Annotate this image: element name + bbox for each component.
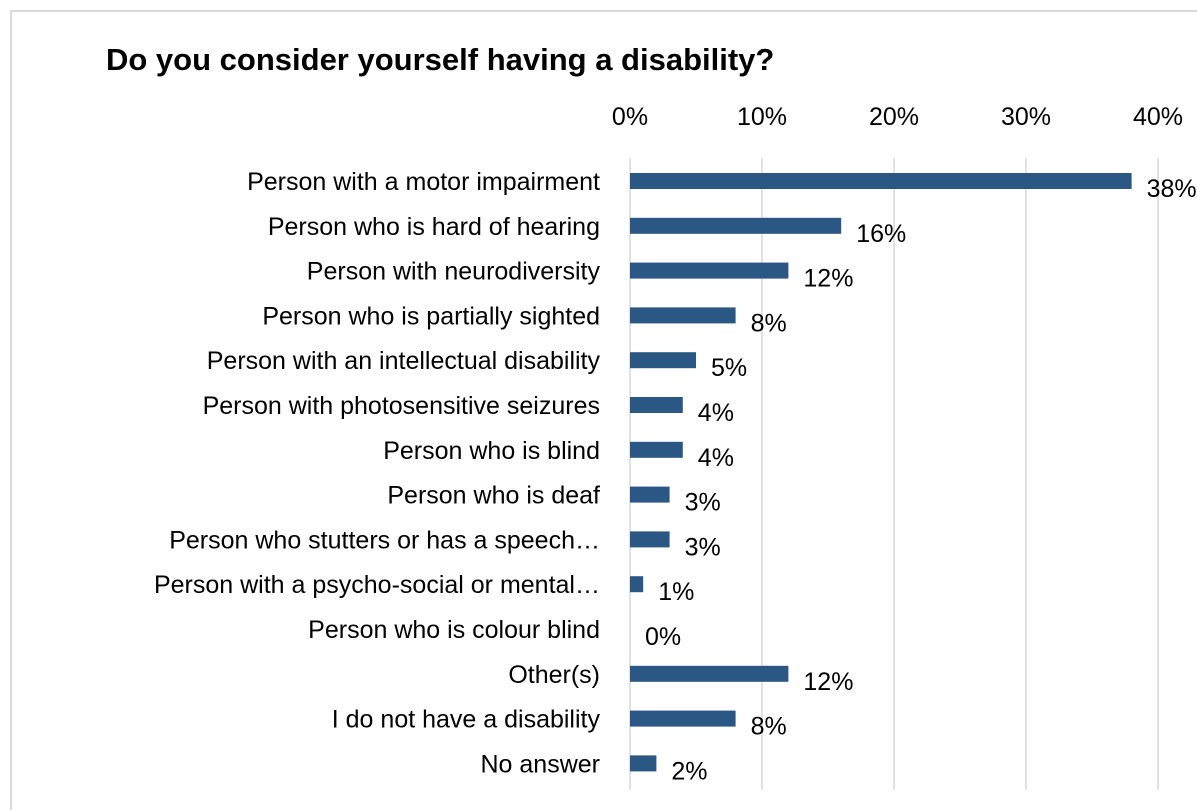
- x-tick-label: 40%: [1133, 103, 1183, 131]
- bar: [630, 486, 670, 503]
- x-tick-label: 0%: [612, 103, 648, 131]
- category-label: Person who is hard of hearing: [268, 213, 600, 241]
- category-label: I do not have a disability: [332, 706, 601, 734]
- category-label: Person with photosensitive seizures: [203, 392, 600, 420]
- data-label: 12%: [803, 668, 853, 696]
- category-label: Person who is blind: [383, 437, 600, 465]
- bar: [630, 173, 1132, 189]
- category-label: Person who is colour blind: [308, 616, 600, 644]
- bar: [630, 710, 736, 727]
- data-label: 3%: [685, 489, 721, 517]
- data-label: 5%: [711, 354, 747, 382]
- chart-frame: [10, 10, 1197, 810]
- data-label: 2%: [671, 757, 707, 785]
- bar: [630, 441, 683, 458]
- category-label: Person with an intellectual disability: [207, 347, 601, 375]
- data-label: 1%: [658, 578, 694, 606]
- bar: [630, 397, 683, 413]
- category-label: Person with neurodiversity: [307, 258, 601, 286]
- category-label: Person who is deaf: [387, 482, 600, 510]
- category-label: Person who stutters or has a speech…: [169, 526, 600, 554]
- data-label: 8%: [751, 309, 787, 337]
- x-tick-label: 10%: [737, 103, 787, 131]
- data-label: 3%: [685, 533, 721, 561]
- data-label: 0%: [645, 623, 681, 651]
- data-label: 12%: [803, 265, 853, 293]
- bar: [630, 262, 789, 279]
- category-label: Person with a motor impairment: [247, 168, 600, 196]
- bar: [630, 665, 789, 682]
- x-tick-label: 20%: [869, 103, 919, 131]
- bar: [630, 576, 644, 593]
- data-label: 4%: [698, 399, 734, 427]
- bar: [630, 755, 657, 772]
- category-label: Person with a psycho-social or mental…: [154, 571, 600, 599]
- data-label: 4%: [698, 444, 734, 472]
- chart-title: Do you consider yourself having a disabi…: [106, 42, 775, 77]
- x-tick-label: 30%: [1001, 103, 1051, 131]
- category-label: Person who is partially sighted: [262, 302, 600, 330]
- data-label: 8%: [751, 713, 787, 741]
- category-label: No answer: [481, 750, 601, 778]
- category-label: Other(s): [508, 661, 600, 689]
- bar: [630, 531, 670, 548]
- bar: [630, 217, 842, 234]
- data-label: 38%: [1147, 175, 1197, 203]
- bar: [630, 307, 736, 324]
- bar: [630, 352, 696, 369]
- data-label: 16%: [856, 220, 906, 248]
